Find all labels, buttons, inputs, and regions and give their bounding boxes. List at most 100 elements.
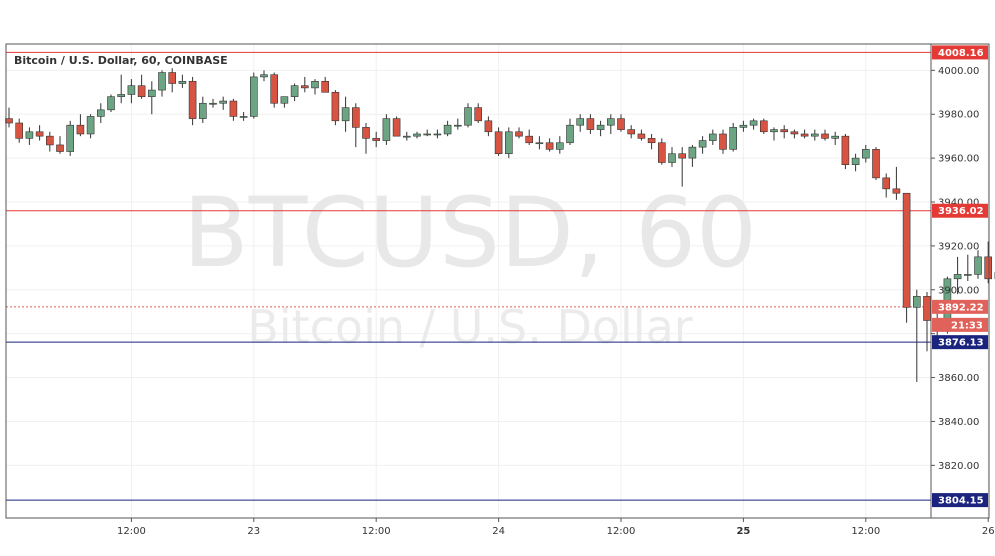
candle-body-85 — [872, 149, 880, 179]
watermark-name: Bitcoin / U.S. Dollar — [247, 300, 693, 354]
candle-body-74 — [759, 120, 768, 133]
candle-body-42 — [433, 133, 442, 136]
candle-body-15 — [158, 72, 166, 91]
time-axis[interactable]: 12:00 23 12:00 24 12:00 25 12:00 26 — [117, 518, 995, 537]
candle-body-60 — [617, 118, 625, 130]
candle-body-17 — [178, 81, 187, 84]
candle-body-84 — [861, 149, 870, 159]
candle-body-71 — [729, 127, 738, 150]
price-tick-label: 3900.00 — [938, 285, 979, 296]
horizontal-line-tag-1-label: 3936.02 — [938, 206, 984, 217]
candle-body-95 — [974, 256, 982, 275]
candle-body-43 — [443, 124, 452, 135]
countdown-tag-bg — [932, 317, 988, 332]
candle-body-34 — [351, 107, 360, 128]
candle-body-47 — [484, 120, 493, 133]
candle-body-25 — [260, 74, 268, 78]
candle-body-48 — [494, 131, 503, 155]
price-tags: 4008.16 3936.02 3876.13 3804.15 3892.22 21:33 — [932, 45, 988, 508]
candle-body-36 — [372, 138, 381, 141]
candle-body-56 — [576, 118, 585, 126]
candle-body-73 — [749, 120, 758, 126]
candle-body-24 — [250, 76, 258, 117]
candle-body-22 — [229, 100, 238, 117]
candle-body-4 — [45, 135, 54, 146]
candle-body-39 — [402, 135, 411, 138]
time-tick-label: 12:00 — [851, 526, 880, 537]
candle-body-37 — [382, 118, 391, 141]
candle-body-40 — [413, 133, 421, 137]
candle-body-30 — [311, 81, 319, 89]
time-tick-label: 24 — [492, 526, 505, 537]
watermark-symbol: BTCUSD, 60 — [183, 177, 757, 289]
candle-body-20 — [209, 102, 217, 105]
time-tick-label: 26 — [982, 526, 995, 537]
candle-body-72 — [739, 124, 748, 128]
price-axis[interactable]: 3820.00 3840.00 3860.00 3900.00 3920.00 3940.… — [931, 66, 979, 472]
price-tick-label: 3960.00 — [938, 154, 979, 165]
candle-body-7 — [76, 124, 85, 135]
candle-body-8 — [86, 116, 95, 135]
candle-body-69 — [708, 133, 717, 141]
countdown-tag-label: 21:33 — [951, 320, 983, 331]
candle-body-33 — [341, 107, 350, 122]
candle-body-13 — [137, 85, 146, 97]
candle-body-66 — [678, 153, 687, 159]
candle-body-59 — [606, 118, 615, 126]
candle-body-94 — [963, 274, 972, 276]
candle-body-29 — [300, 85, 309, 89]
candle-body-21 — [219, 100, 227, 104]
candle-body-6 — [66, 124, 74, 152]
candle-body-23 — [239, 116, 248, 118]
horizontal-line-tag-3-label: 3804.15 — [938, 496, 984, 507]
candle-body-18 — [188, 81, 197, 119]
candle-body-35 — [362, 127, 370, 139]
candle-body-41 — [423, 133, 432, 136]
price-tick-label: 3860.00 — [938, 373, 979, 384]
candle-body-31 — [321, 81, 330, 93]
candle-body-14 — [148, 89, 156, 97]
horizontal-line-tag-3-bg — [932, 493, 988, 508]
candle-body-3 — [35, 131, 44, 137]
candles — [5, 68, 995, 382]
candle-body-90 — [923, 296, 931, 321]
horizontal-line-tag-2-bg — [932, 335, 988, 350]
candle-body-55 — [566, 124, 574, 144]
candle-body-61 — [627, 129, 636, 135]
candle-body-51 — [525, 135, 534, 144]
price-tick-label: 3980.00 — [938, 110, 979, 121]
candle-body-50 — [515, 131, 523, 137]
grid-lines — [6, 44, 989, 518]
candle-body-88 — [902, 192, 911, 308]
candle-body-53 — [545, 142, 554, 150]
price-axis-frame — [930, 43, 990, 519]
price-tick-label: 3820.00 — [938, 461, 979, 472]
candle-body-65 — [668, 153, 676, 163]
candle-body-81 — [831, 135, 840, 139]
candle-body-9 — [97, 109, 105, 117]
candle-body-83 — [851, 157, 860, 165]
candle-body-54 — [555, 142, 564, 150]
horizontal-lines — [6, 51, 931, 501]
horizontal-line-tag-1-bg — [932, 203, 988, 218]
time-tick-label: 12:00 — [607, 526, 636, 537]
symbol-watermark: BTCUSD, 60 Bitcoin / U.S. Dollar — [183, 177, 757, 354]
candle-body-11 — [117, 94, 125, 97]
time-tick-label: 12:00 — [362, 526, 391, 537]
candle-body-16 — [168, 72, 176, 84]
candle-body-10 — [107, 96, 115, 111]
candle-body-68 — [698, 140, 707, 148]
candle-body-75 — [770, 129, 778, 133]
horizontal-line-tag-0-label: 4008.16 — [938, 48, 984, 59]
candle-body-79 — [810, 133, 819, 137]
last-price-tag-bg — [932, 299, 988, 314]
candle-body-0 — [5, 118, 13, 124]
candle-body-67 — [688, 146, 697, 159]
candle-body-70 — [719, 133, 727, 150]
candle-body-49 — [504, 131, 513, 155]
candle-body-28 — [290, 85, 299, 97]
last-price-tag-label: 3892.22 — [938, 302, 984, 313]
time-tick-label: 23 — [247, 526, 260, 537]
